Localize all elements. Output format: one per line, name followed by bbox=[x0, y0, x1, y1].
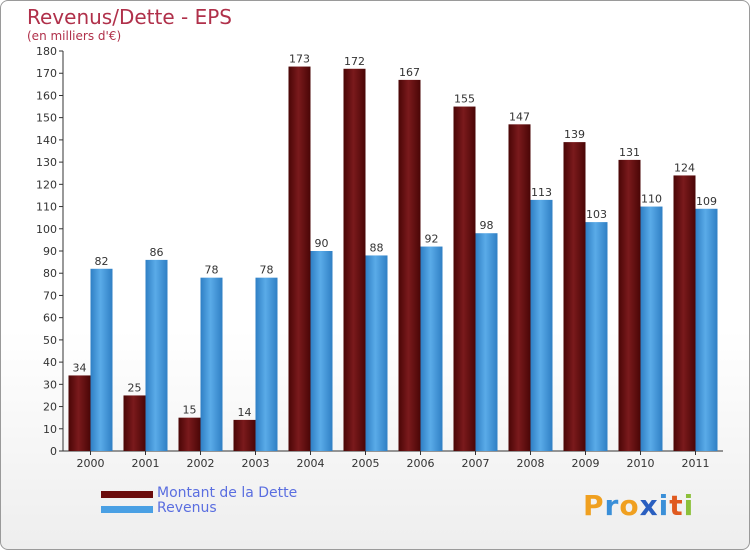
logo-letter: x bbox=[639, 489, 659, 522]
data-label-dette: 131 bbox=[619, 146, 640, 159]
legend-label-dette: Montant de la Dette bbox=[157, 485, 298, 501]
data-label-revenus: 92 bbox=[425, 233, 439, 246]
bar-dette bbox=[563, 142, 586, 451]
x-tick-label: 2000 bbox=[77, 457, 105, 470]
y-tick-label: 180 bbox=[36, 45, 57, 58]
data-label-dette: 173 bbox=[289, 53, 310, 66]
data-label-dette: 167 bbox=[399, 66, 420, 79]
x-tick-label: 2009 bbox=[572, 457, 600, 470]
bar-dette bbox=[68, 375, 91, 451]
y-tick-label: 0 bbox=[50, 445, 57, 458]
y-tick-label: 60 bbox=[43, 312, 57, 325]
logo-letter: o bbox=[619, 489, 640, 522]
x-tick-label: 2002 bbox=[187, 457, 215, 470]
data-label-dette: 15 bbox=[183, 404, 197, 417]
chart-bars bbox=[68, 66, 718, 452]
y-tick-label: 40 bbox=[43, 356, 57, 369]
data-label-revenus: 88 bbox=[370, 241, 384, 254]
data-label-dette: 155 bbox=[454, 93, 475, 106]
y-tick-label: 150 bbox=[36, 112, 57, 125]
y-tick-label: 50 bbox=[43, 334, 57, 347]
bar-dette bbox=[508, 124, 531, 451]
data-label-revenus: 103 bbox=[586, 208, 607, 221]
x-tick-label: 2011 bbox=[682, 457, 710, 470]
data-label-dette: 124 bbox=[674, 161, 695, 174]
chart-axes: 0 10 20 30 40 50 60 70 80 90 100 110 120 130 140 150 160… bbox=[36, 45, 723, 470]
bar-revenus bbox=[255, 277, 278, 451]
data-label-dette: 172 bbox=[344, 55, 365, 68]
bar-revenus bbox=[200, 277, 223, 451]
data-label-revenus: 90 bbox=[315, 237, 329, 250]
logo-letter: i bbox=[658, 489, 670, 522]
x-tick-label: 2005 bbox=[352, 457, 380, 470]
data-label-dette: 25 bbox=[128, 381, 142, 394]
data-label-revenus: 86 bbox=[150, 246, 164, 259]
bar-dette bbox=[398, 79, 421, 451]
bar-dette bbox=[233, 419, 256, 451]
legend-swatch-revenus bbox=[101, 506, 153, 513]
bar-dette bbox=[453, 106, 476, 452]
logo-letter: i bbox=[683, 489, 695, 522]
data-label-revenus: 113 bbox=[531, 186, 552, 199]
logo-letter: r bbox=[604, 489, 620, 522]
data-label-revenus: 78 bbox=[260, 264, 274, 277]
y-tick-label: 160 bbox=[36, 89, 57, 102]
y-tick-label: 30 bbox=[43, 378, 57, 391]
y-tick-label: 10 bbox=[43, 423, 57, 436]
y-tick-label: 170 bbox=[36, 67, 57, 80]
y-tick-label: 130 bbox=[36, 156, 57, 169]
legend-label-revenus: Revenus bbox=[157, 500, 217, 516]
data-label-dette: 34 bbox=[73, 361, 87, 374]
bar-revenus bbox=[310, 251, 333, 451]
bar-revenus bbox=[145, 259, 168, 451]
y-tick-label: 110 bbox=[36, 201, 57, 214]
x-tick-label: 2007 bbox=[462, 457, 490, 470]
bar-dette bbox=[123, 395, 146, 451]
bar-dette bbox=[673, 175, 696, 451]
proxiti-logo: Proxiti bbox=[583, 489, 694, 522]
y-tick-label: 20 bbox=[43, 401, 57, 414]
data-label-dette: 147 bbox=[509, 110, 530, 123]
y-tick-label: 140 bbox=[36, 134, 57, 147]
bar-revenus bbox=[695, 208, 718, 451]
data-label-revenus: 78 bbox=[205, 264, 219, 277]
logo-letter: P bbox=[583, 489, 605, 522]
bar-revenus bbox=[530, 199, 553, 451]
data-label-dette: 14 bbox=[238, 406, 252, 419]
logo-letter: t bbox=[669, 489, 684, 522]
chart-title: Revenus/Dette - EPS bbox=[27, 5, 232, 29]
legend-swatch-dette bbox=[101, 491, 153, 498]
bar-dette bbox=[618, 159, 641, 451]
y-tick-label: 80 bbox=[43, 267, 57, 280]
y-tick-label: 70 bbox=[43, 289, 57, 302]
data-label-dette: 139 bbox=[564, 128, 585, 141]
data-label-revenus: 110 bbox=[641, 193, 662, 206]
data-label-revenus: 82 bbox=[95, 255, 109, 268]
bar-revenus bbox=[420, 246, 443, 451]
x-tick-label: 2006 bbox=[407, 457, 435, 470]
bar-revenus bbox=[90, 268, 113, 451]
bar-dette bbox=[178, 417, 201, 451]
data-label-revenus: 98 bbox=[480, 219, 494, 232]
bar-dette bbox=[288, 66, 311, 452]
x-tick-label: 2010 bbox=[627, 457, 655, 470]
chart-subtitle: (en milliers d'€) bbox=[27, 29, 122, 43]
bar-revenus bbox=[585, 222, 608, 451]
x-tick-label: 2008 bbox=[517, 457, 545, 470]
chart-data-labels: 34 82 25 86 15 78 14 78 173 90 172 88 167 92 155 98 147 1… bbox=[73, 53, 718, 419]
bar-revenus bbox=[475, 233, 498, 451]
y-tick-label: 90 bbox=[43, 245, 57, 258]
y-tick-label: 120 bbox=[36, 178, 57, 191]
bar-revenus bbox=[365, 255, 388, 451]
data-label-revenus: 109 bbox=[696, 195, 717, 208]
x-tick-label: 2004 bbox=[297, 457, 325, 470]
y-tick-label: 100 bbox=[36, 223, 57, 236]
x-tick-label: 2003 bbox=[242, 457, 270, 470]
bar-revenus bbox=[640, 206, 663, 451]
x-tick-label: 2001 bbox=[132, 457, 160, 470]
bar-dette bbox=[343, 68, 366, 452]
